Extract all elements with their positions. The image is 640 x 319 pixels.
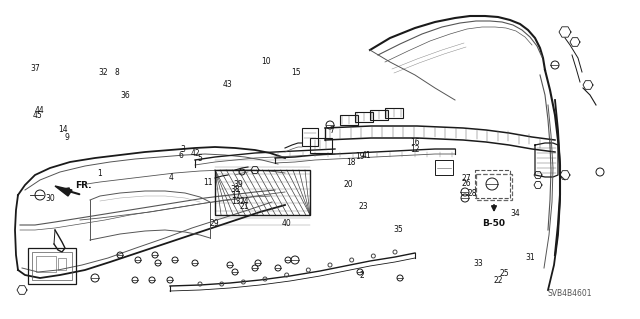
Text: 30: 30 bbox=[45, 194, 55, 203]
Text: 27: 27 bbox=[461, 174, 471, 182]
Bar bbox=[58, 258, 66, 270]
Text: 41: 41 bbox=[361, 151, 371, 160]
Bar bbox=[310, 138, 332, 153]
Text: B-50: B-50 bbox=[483, 219, 506, 228]
Text: 42: 42 bbox=[190, 149, 200, 158]
Text: 1: 1 bbox=[97, 169, 102, 178]
Bar bbox=[302, 128, 318, 146]
Text: 10: 10 bbox=[260, 57, 271, 66]
Bar bbox=[36, 256, 56, 272]
Text: 28: 28 bbox=[468, 189, 477, 198]
Text: FR.: FR. bbox=[75, 181, 92, 189]
Text: 16: 16 bbox=[410, 138, 420, 147]
Polygon shape bbox=[55, 186, 72, 196]
Text: 34: 34 bbox=[510, 209, 520, 218]
Text: 21: 21 bbox=[240, 202, 249, 211]
Text: 37: 37 bbox=[30, 64, 40, 73]
Text: 14: 14 bbox=[58, 125, 68, 134]
Text: 44: 44 bbox=[35, 106, 45, 115]
Text: 26: 26 bbox=[461, 179, 471, 188]
Bar bbox=[385, 108, 403, 118]
Text: 3: 3 bbox=[180, 145, 185, 154]
Text: 18: 18 bbox=[346, 158, 355, 167]
Text: 29: 29 bbox=[209, 219, 220, 228]
Text: 20: 20 bbox=[344, 180, 354, 189]
Bar bbox=[32, 252, 72, 280]
Text: 7: 7 bbox=[329, 126, 334, 135]
Text: 19: 19 bbox=[355, 152, 365, 161]
Bar bbox=[28, 248, 76, 284]
Text: 5: 5 bbox=[197, 154, 202, 163]
Bar bbox=[370, 110, 388, 120]
Text: 15: 15 bbox=[291, 68, 301, 77]
Text: 31: 31 bbox=[525, 253, 535, 262]
Text: 24: 24 bbox=[239, 197, 250, 206]
Text: 8: 8 bbox=[114, 68, 119, 77]
Text: 25: 25 bbox=[499, 269, 509, 278]
Text: 22: 22 bbox=[493, 276, 502, 285]
Text: 45: 45 bbox=[32, 111, 42, 120]
Text: 32: 32 bbox=[99, 68, 109, 77]
Text: 4: 4 bbox=[169, 173, 174, 182]
Text: SVB4B4601: SVB4B4601 bbox=[548, 288, 592, 298]
Text: 36: 36 bbox=[120, 91, 130, 100]
Bar bbox=[340, 115, 358, 125]
Text: 17: 17 bbox=[230, 191, 241, 200]
Bar bbox=[355, 112, 373, 122]
Bar bbox=[215, 170, 310, 215]
Text: 39: 39 bbox=[233, 180, 243, 189]
Text: 43: 43 bbox=[222, 80, 232, 89]
Text: 38: 38 bbox=[230, 185, 241, 194]
Text: 6: 6 bbox=[178, 151, 183, 160]
Bar bbox=[435, 160, 453, 175]
Text: 33: 33 bbox=[474, 259, 484, 268]
Text: 13: 13 bbox=[230, 197, 241, 206]
Text: 2: 2 bbox=[359, 271, 364, 280]
Bar bbox=[475, 170, 510, 198]
Bar bbox=[476, 174, 512, 200]
Text: 12: 12 bbox=[410, 145, 419, 154]
Text: 23: 23 bbox=[358, 202, 369, 211]
Text: 9: 9 bbox=[65, 133, 70, 142]
Text: 35: 35 bbox=[393, 225, 403, 234]
Text: 40: 40 bbox=[282, 219, 292, 228]
Text: 11: 11 bbox=[204, 178, 212, 187]
